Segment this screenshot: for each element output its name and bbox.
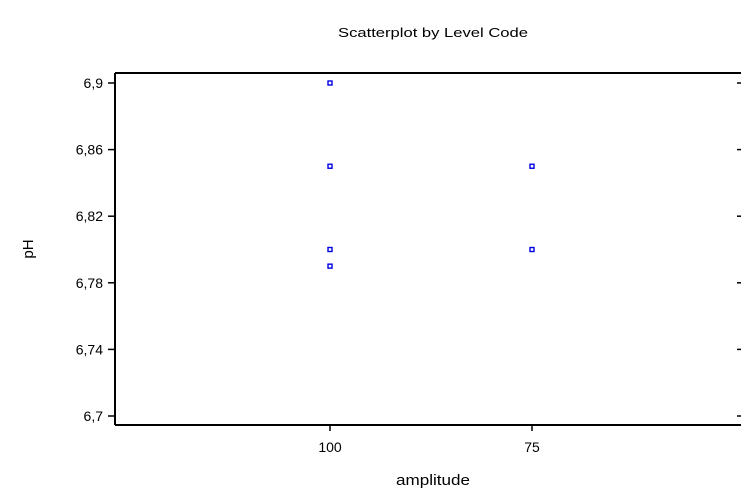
data-point bbox=[327, 263, 333, 269]
y-tick-label: 6,86 bbox=[76, 142, 103, 158]
data-points bbox=[327, 80, 535, 269]
data-point bbox=[529, 246, 535, 253]
y-axis-ticks: 6,9 6,86 6,82 6,78 6,74 6,7 bbox=[76, 75, 741, 424]
y-tick-label: 6,7 bbox=[84, 408, 104, 424]
x-axis-ticks: 100 75 bbox=[318, 425, 540, 455]
data-point bbox=[327, 80, 333, 86]
x-tick-label: 100 bbox=[318, 439, 342, 455]
data-point bbox=[327, 163, 333, 169]
y-tick-label: 6,9 bbox=[84, 75, 104, 91]
y-axis-title: pH bbox=[20, 239, 37, 258]
data-point bbox=[529, 163, 535, 169]
x-tick-label: 75 bbox=[524, 439, 540, 455]
x-axis-title: amplitude bbox=[396, 472, 470, 489]
y-tick-label: 6,82 bbox=[76, 208, 103, 224]
y-tick-label: 6,74 bbox=[76, 341, 103, 357]
y-tick-label: 6,78 bbox=[76, 275, 103, 291]
data-point bbox=[327, 246, 333, 253]
plot-frame bbox=[114, 72, 741, 426]
chart-title: Scatterplot by Level Code bbox=[338, 25, 528, 40]
